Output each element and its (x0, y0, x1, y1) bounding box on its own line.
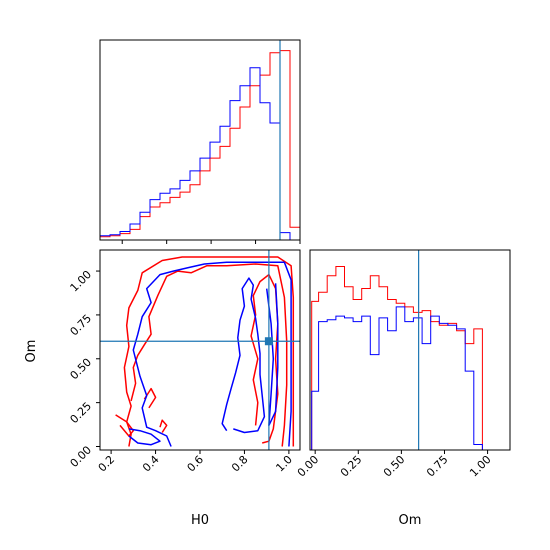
panel-h0-om-contour: 0.2 0.4 0.6 0.8 1.0 0.00 0.25 0.50 0.75 1.00 (68, 249, 301, 475)
y-tick-label: 0.75 (68, 312, 95, 339)
contour-line-blue (128, 428, 161, 446)
contour-line-blue (221, 277, 266, 434)
y-tick-label: 1.00 (68, 268, 95, 295)
x-tick-label: 0.50 (381, 453, 408, 480)
y-axis-label-om: Om (24, 340, 39, 363)
contour-line-red (159, 419, 168, 433)
x-tick-label: 0.6 (185, 453, 207, 475)
plot-area (100, 40, 300, 240)
contour-line-red (143, 387, 157, 409)
histogram-series-blue (311, 306, 491, 450)
panel-h0-histogram (99, 39, 301, 244)
x-axis-label-h0: H0 (191, 513, 209, 528)
x-tick-label: 0.8 (229, 453, 251, 475)
x-tick-label: 0.00 (295, 453, 322, 480)
x-tick-label: 1.0 (273, 453, 295, 475)
x-axis-label-om: Om (399, 513, 422, 528)
y-tick-label: 0.25 (68, 400, 95, 427)
x-tick-label: 0.25 (338, 453, 365, 480)
histogram-series-red (311, 266, 491, 450)
x-tick-label: 0.4 (140, 453, 162, 475)
x-tick-label: 1.00 (467, 453, 494, 480)
contour-line-red (123, 256, 295, 447)
plot-area (311, 250, 491, 450)
truth-marker (264, 337, 273, 346)
y-tick-label: 0.50 (68, 356, 95, 383)
contour-line-red (130, 263, 288, 447)
axes-frame (99, 39, 301, 241)
histogram-series-blue (100, 67, 300, 240)
x-tick-label: 0.75 (424, 453, 451, 480)
histogram-series-red (100, 50, 300, 240)
contour-line-red (115, 414, 135, 437)
x-tick-label: 0.2 (96, 453, 118, 475)
panel-om-histogram: 0.00 0.25 0.50 0.75 1.00 (295, 249, 511, 480)
y-tick-label: 0.00 (68, 443, 95, 470)
plot-area (100, 250, 300, 450)
axes-frame (309, 249, 511, 451)
contour-line-blue (132, 261, 292, 447)
